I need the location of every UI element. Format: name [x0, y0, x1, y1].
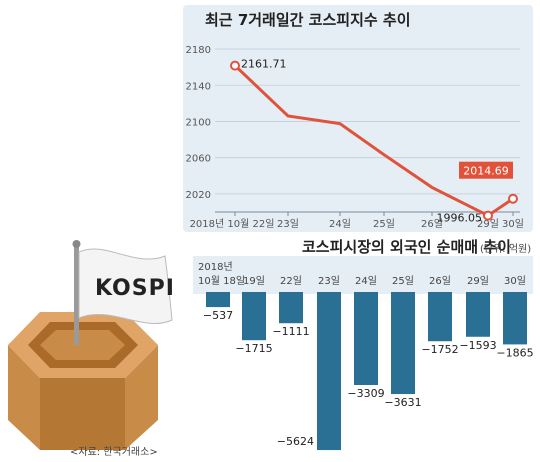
- bar-value-label: −5624: [277, 435, 314, 448]
- y-tick-label: 2100: [186, 117, 211, 128]
- bar-chart-year-label: 2018년: [198, 261, 233, 273]
- flag-cloth: [78, 248, 173, 325]
- bar-value-label: −3631: [384, 396, 421, 409]
- line-chart-y-ticks: 2180 2140 2100 2060 2020: [186, 45, 211, 201]
- y-tick-label: 2020: [186, 190, 211, 201]
- bar-x-label: 22일: [280, 275, 302, 287]
- data-label: 1996.05: [437, 212, 483, 225]
- line-point: [230, 60, 240, 71]
- pedestal-top-inner-floor: [40, 330, 125, 360]
- bar: [317, 292, 341, 451]
- x-tick-label: 23일: [277, 218, 299, 230]
- x-tick-label: 29일: [477, 218, 499, 230]
- bar: [466, 292, 490, 337]
- bar-x-label: 25일: [392, 275, 414, 287]
- bar-x-label: 30일: [504, 275, 526, 287]
- line-chart-panel: [183, 5, 533, 232]
- bar-x-label: 24일: [355, 275, 377, 287]
- bar: [242, 292, 266, 341]
- line-chart-grid: [215, 48, 520, 213]
- bar: [503, 292, 527, 345]
- y-tick-label: 2180: [186, 45, 211, 56]
- y-tick-label: 2060: [186, 154, 211, 165]
- highlight-label-box: [459, 161, 513, 179]
- bar-chart-title: 코스피시장의 외국인 순매매 추이: [302, 238, 511, 256]
- source-note: <자료: 한국거래소>: [70, 446, 158, 458]
- line-point: [508, 193, 518, 204]
- line-chart-title: 최근 7거래일간 코스피지수 추이: [205, 11, 411, 29]
- bar: [206, 292, 230, 308]
- flag-label: KOSPI: [95, 276, 175, 301]
- bar-x-label: 29일: [467, 275, 489, 287]
- y-tick-label: 2140: [186, 81, 211, 92]
- bar: [354, 292, 378, 385]
- bar-chart-unit-note: (단위: 억원): [480, 242, 531, 255]
- bar: [391, 292, 415, 395]
- bar-chart-value-labels: −537 −1715−1111 −5624 −3309−3631 −1752 −1593−…: [203, 309, 534, 448]
- bar-value-label: −1752: [421, 343, 458, 356]
- flag-pole: [74, 245, 79, 345]
- bar-x-label: 19일: [243, 275, 265, 287]
- bar-value-label: −1865: [496, 346, 533, 359]
- line-point: [483, 210, 493, 221]
- kospi-flag-illustration: KOSPI: [8, 240, 175, 450]
- bar-value-label: −3309: [347, 387, 384, 400]
- x-tick-label: 26일: [421, 218, 443, 230]
- x-tick-label: 25일: [373, 218, 395, 230]
- bar-chart-bars: [206, 292, 527, 451]
- pedestal-base-front: [40, 378, 125, 450]
- bar-x-label: 26일: [429, 275, 451, 287]
- x-tick-label: 2018년 10월 22일: [190, 218, 275, 230]
- bar: [279, 292, 303, 324]
- x-tick-label: 30일: [502, 218, 524, 230]
- line-chart-points: [230, 60, 518, 221]
- bar-x-label: 10월 18일: [198, 275, 245, 287]
- bar-value-label: −537: [203, 309, 233, 322]
- bar-chart-panel: [193, 256, 533, 294]
- data-label: 2014.69: [463, 165, 509, 178]
- bar: [428, 292, 452, 342]
- bar-x-label: 23일: [318, 275, 340, 287]
- flag-pole-top: [72, 240, 81, 248]
- bar-value-label: −1593: [459, 339, 496, 352]
- bar-value-label: −1111: [272, 325, 309, 338]
- line-chart-annotations: 2161.71 1996.05 2014.69: [241, 58, 513, 225]
- data-label: 2161.71: [241, 58, 287, 71]
- x-tick-label: 24일: [329, 218, 351, 230]
- line-chart-x-ticks: 2018년 10월 22일 23일 24일 25일 26일 29일 30일: [190, 212, 524, 230]
- bar-value-label: −1715: [235, 342, 272, 355]
